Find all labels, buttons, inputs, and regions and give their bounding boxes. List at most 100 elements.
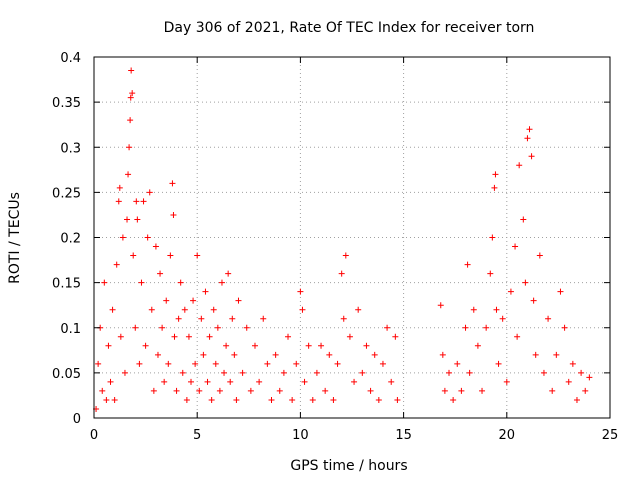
data-point [549, 387, 556, 394]
data-point [101, 279, 108, 286]
data-point [239, 369, 246, 376]
data-point [318, 342, 325, 349]
data-point [272, 351, 279, 358]
data-point [185, 333, 192, 340]
data-point [573, 396, 580, 403]
data-point [299, 306, 306, 313]
data-point [530, 297, 537, 304]
data-point [150, 387, 157, 394]
data-point [206, 333, 213, 340]
data-point [512, 243, 519, 250]
data-point [569, 360, 576, 367]
data-point [181, 306, 188, 313]
data-point [125, 171, 132, 178]
data-point [127, 94, 134, 101]
data-point [446, 369, 453, 376]
data-point [154, 351, 161, 358]
data-point [132, 324, 139, 331]
data-point [231, 351, 238, 358]
data-point [117, 333, 124, 340]
y-tick-label: 0.35 [52, 96, 81, 111]
data-point [464, 261, 471, 268]
data-point [200, 351, 207, 358]
data-point [212, 360, 219, 367]
data-point [216, 387, 223, 394]
data-point [223, 342, 230, 349]
data-point [227, 378, 234, 385]
data-point [495, 360, 502, 367]
data-point [133, 198, 140, 205]
data-point [491, 184, 498, 191]
data-point [116, 184, 123, 191]
data-point [514, 333, 521, 340]
data-point [127, 117, 134, 124]
y-tick-label: 0.3 [60, 141, 81, 156]
data-point [175, 315, 182, 322]
data-point [582, 387, 589, 394]
data-point [351, 378, 358, 385]
data-point [342, 252, 349, 259]
data-point [522, 279, 529, 286]
data-point [439, 351, 446, 358]
data-point [289, 396, 296, 403]
data-point [388, 378, 395, 385]
data-point [256, 378, 263, 385]
data-point [493, 306, 500, 313]
y-tick-labels: 0 0.05 0.1 0.15 0.2 0.25 0.3 0.35 0.4 [52, 51, 81, 427]
data-point [99, 387, 106, 394]
data-point [565, 378, 572, 385]
data-point [346, 333, 353, 340]
data-point [202, 288, 209, 295]
data-point [161, 378, 168, 385]
grid-lines [94, 57, 610, 418]
data-point [326, 351, 333, 358]
x-tick-label: 20 [499, 428, 516, 443]
data-point [384, 324, 391, 331]
data-point [334, 360, 341, 367]
data-point [553, 351, 560, 358]
data-point [196, 387, 203, 394]
data-point [179, 369, 186, 376]
data-point [285, 333, 292, 340]
data-point [173, 387, 180, 394]
data-point [528, 153, 535, 160]
data-point [338, 270, 345, 277]
data-point [470, 306, 477, 313]
data-point [479, 387, 486, 394]
y-tick-label: 0.15 [52, 277, 81, 292]
y-tick-label: 0.05 [52, 367, 81, 382]
data-point [516, 162, 523, 169]
data-point [107, 378, 114, 385]
data-point [105, 342, 112, 349]
data-point [305, 342, 312, 349]
data-point [233, 396, 240, 403]
data-point [152, 243, 159, 250]
data-point [163, 297, 170, 304]
data-points [93, 67, 593, 412]
data-point [208, 396, 215, 403]
data-point [301, 378, 308, 385]
data-point [264, 360, 271, 367]
x-axis-label: GPS time / hours [290, 458, 407, 474]
data-point [148, 306, 155, 313]
data-point [466, 369, 473, 376]
y-tick-label: 0.1 [60, 322, 81, 337]
data-point [379, 360, 386, 367]
data-point [371, 351, 378, 358]
data-point [190, 297, 197, 304]
x-tick-label: 10 [292, 428, 309, 443]
data-point [192, 360, 199, 367]
data-point [247, 387, 254, 394]
data-point [520, 216, 527, 223]
data-point [437, 302, 444, 309]
data-point [229, 315, 236, 322]
data-point [159, 324, 166, 331]
plot-frame [93, 56, 611, 419]
data-point [359, 369, 366, 376]
data-point [450, 396, 457, 403]
data-point [367, 387, 374, 394]
data-point [489, 234, 496, 241]
data-point [204, 378, 211, 385]
data-point [280, 369, 287, 376]
